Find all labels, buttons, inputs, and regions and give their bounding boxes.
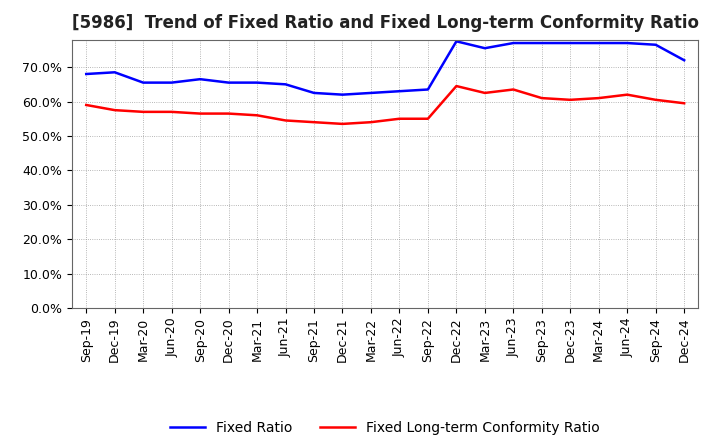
Fixed Ratio (395, 88, 404, 94)
Fixed Long-term Conformity Ratio (480, 90, 489, 95)
Fixed Long-term Conformity Ratio (110, 107, 119, 113)
Line: Fixed Ratio: Fixed Ratio (86, 41, 684, 95)
Fixed Ratio (652, 42, 660, 48)
Line: Fixed Long-term Conformity Ratio: Fixed Long-term Conformity Ratio (86, 86, 684, 124)
Fixed Long-term Conformity Ratio (652, 97, 660, 103)
Fixed Long-term Conformity Ratio (139, 109, 148, 114)
Fixed Long-term Conformity Ratio (595, 95, 603, 101)
Fixed Long-term Conformity Ratio (310, 120, 318, 125)
Fixed Ratio (110, 70, 119, 75)
Fixed Ratio (338, 92, 347, 97)
Fixed Ratio (196, 77, 204, 82)
Fixed Long-term Conformity Ratio (253, 113, 261, 118)
Fixed Ratio (595, 40, 603, 46)
Fixed Long-term Conformity Ratio (452, 84, 461, 89)
Fixed Ratio (452, 39, 461, 44)
Fixed Long-term Conformity Ratio (395, 116, 404, 121)
Legend: Fixed Ratio, Fixed Long-term Conformity Ratio: Fixed Ratio, Fixed Long-term Conformity … (165, 415, 606, 440)
Fixed Long-term Conformity Ratio (167, 109, 176, 114)
Fixed Ratio (623, 40, 631, 46)
Fixed Long-term Conformity Ratio (366, 120, 375, 125)
Fixed Long-term Conformity Ratio (225, 111, 233, 116)
Fixed Long-term Conformity Ratio (82, 103, 91, 108)
Fixed Ratio (509, 40, 518, 46)
Fixed Long-term Conformity Ratio (423, 116, 432, 121)
Fixed Ratio (537, 40, 546, 46)
Fixed Long-term Conformity Ratio (680, 101, 688, 106)
Fixed Ratio (566, 40, 575, 46)
Fixed Ratio (225, 80, 233, 85)
Fixed Ratio (139, 80, 148, 85)
Fixed Long-term Conformity Ratio (537, 95, 546, 101)
Fixed Ratio (480, 46, 489, 51)
Title: [5986]  Trend of Fixed Ratio and Fixed Long-term Conformity Ratio: [5986] Trend of Fixed Ratio and Fixed Lo… (72, 15, 698, 33)
Fixed Ratio (82, 71, 91, 77)
Fixed Ratio (282, 82, 290, 87)
Fixed Long-term Conformity Ratio (623, 92, 631, 97)
Fixed Ratio (253, 80, 261, 85)
Fixed Long-term Conformity Ratio (509, 87, 518, 92)
Fixed Ratio (366, 90, 375, 95)
Fixed Ratio (310, 90, 318, 95)
Fixed Ratio (423, 87, 432, 92)
Fixed Long-term Conformity Ratio (566, 97, 575, 103)
Fixed Ratio (167, 80, 176, 85)
Fixed Long-term Conformity Ratio (338, 121, 347, 127)
Fixed Ratio (680, 58, 688, 63)
Fixed Long-term Conformity Ratio (196, 111, 204, 116)
Fixed Long-term Conformity Ratio (282, 118, 290, 123)
